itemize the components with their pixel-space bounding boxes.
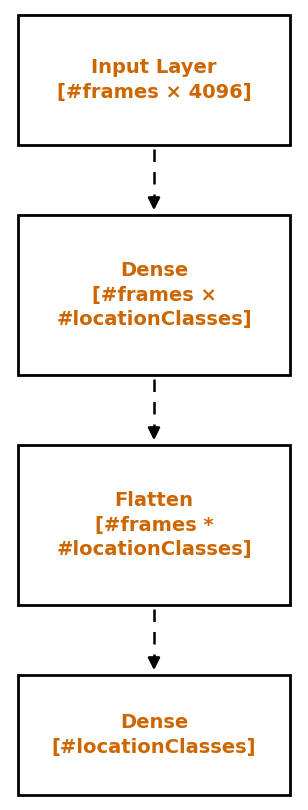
Bar xyxy=(18,675,290,795)
Text: Input Layer
[#frames × 4096]: Input Layer [#frames × 4096] xyxy=(57,58,251,102)
Bar xyxy=(18,445,290,605)
Bar xyxy=(18,215,290,375)
Text: Dense
[#frames ×
#locationClasses]: Dense [#frames × #locationClasses] xyxy=(56,261,252,330)
Text: Flatten
[#frames *
#locationClasses]: Flatten [#frames * #locationClasses] xyxy=(56,491,252,560)
Text: Dense
[#locationClasses]: Dense [#locationClasses] xyxy=(52,713,256,757)
Bar xyxy=(18,15,290,145)
